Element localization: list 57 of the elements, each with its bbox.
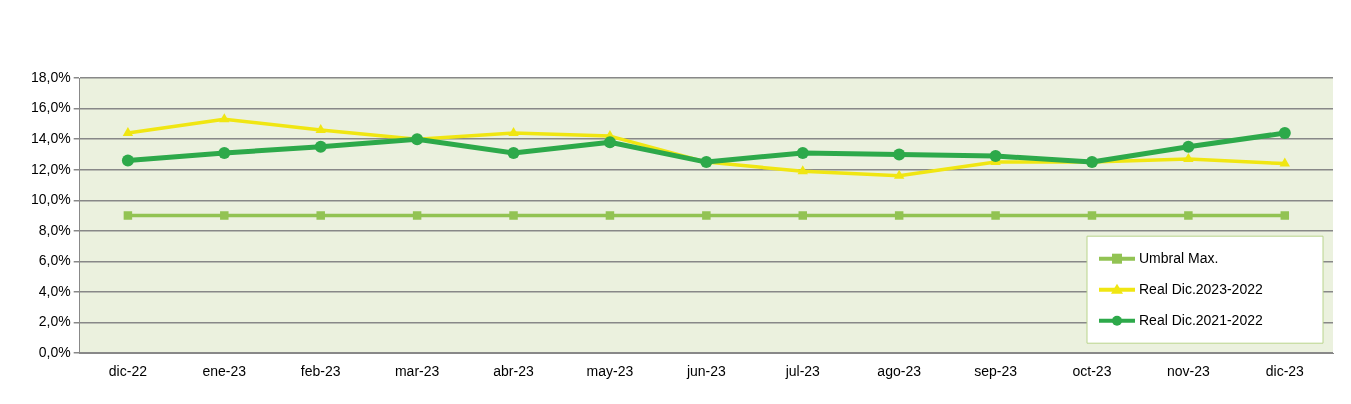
y-tick-label: 18,0% bbox=[30, 68, 71, 85]
point bbox=[1280, 211, 1290, 220]
legend-label: Umbral Max. bbox=[1139, 249, 1219, 266]
y-tick-label: 14,0% bbox=[30, 130, 71, 147]
y-tick-label: 6,0% bbox=[38, 252, 71, 269]
y-tick-label: 0,0% bbox=[38, 344, 71, 361]
legend-label: Real Dic.2023-2022 bbox=[1139, 280, 1263, 297]
x-tick-label: ago-23 bbox=[877, 363, 922, 380]
point bbox=[123, 211, 133, 220]
x-tick-label: oct-23 bbox=[1072, 363, 1112, 380]
point bbox=[219, 113, 230, 123]
point bbox=[314, 140, 327, 153]
x-tick-label: ene-23 bbox=[202, 363, 247, 380]
x-tick-label: dic-23 bbox=[1265, 363, 1305, 380]
point bbox=[315, 123, 326, 133]
y-tick-label: 16,0% bbox=[30, 99, 71, 116]
point bbox=[508, 127, 519, 137]
y-tick-label: 8,0% bbox=[38, 221, 71, 238]
point bbox=[412, 211, 422, 220]
point bbox=[122, 127, 134, 137]
x-tick-label: dic-22 bbox=[108, 363, 148, 380]
point bbox=[702, 211, 711, 220]
legend-label: Real Dic.2021-2022 bbox=[1139, 311, 1263, 328]
point bbox=[1182, 140, 1195, 153]
point bbox=[893, 148, 906, 161]
point bbox=[1279, 157, 1290, 167]
point bbox=[603, 136, 616, 149]
point bbox=[507, 146, 520, 159]
point bbox=[894, 211, 904, 220]
point bbox=[1278, 127, 1291, 140]
point bbox=[509, 211, 518, 220]
x-tick-label: mar-23 bbox=[394, 363, 440, 380]
point bbox=[218, 146, 231, 159]
point bbox=[220, 211, 229, 220]
point bbox=[1087, 211, 1097, 220]
point bbox=[893, 169, 905, 179]
point bbox=[991, 211, 1000, 220]
x-tick-label: may-23 bbox=[586, 363, 634, 380]
y-tick-label: 4,0% bbox=[38, 282, 71, 299]
x-tick-label: feb-23 bbox=[300, 363, 341, 380]
point bbox=[797, 165, 808, 175]
point bbox=[316, 211, 325, 220]
point bbox=[1183, 153, 1194, 163]
y-tick-label: 2,0% bbox=[38, 313, 71, 330]
point bbox=[989, 149, 1002, 162]
x-tick-label: jul-23 bbox=[784, 363, 821, 380]
y-tick-label: 12,0% bbox=[30, 160, 71, 177]
x-tick-label: sep-23 bbox=[974, 363, 1018, 380]
x-tick-label: nov-23 bbox=[1166, 363, 1210, 380]
point bbox=[798, 211, 807, 220]
x-tick-label: jun-23 bbox=[685, 363, 727, 380]
point bbox=[121, 154, 134, 167]
point bbox=[605, 211, 615, 220]
point bbox=[796, 146, 809, 159]
y-tick-label: 10,0% bbox=[30, 191, 71, 208]
x-tick-label: abr-23 bbox=[493, 363, 534, 380]
point bbox=[1184, 211, 1193, 220]
